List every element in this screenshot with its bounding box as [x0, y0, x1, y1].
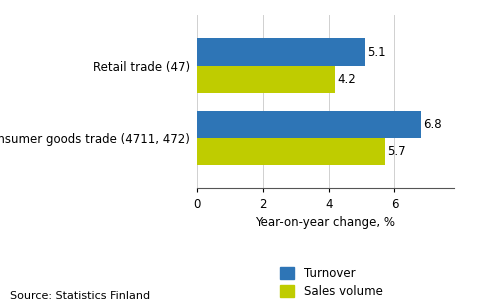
Bar: [197, 111, 421, 138]
Bar: [197, 138, 385, 165]
Bar: [197, 66, 335, 93]
Text: 6.8: 6.8: [423, 118, 442, 131]
Text: 5.1: 5.1: [367, 46, 386, 59]
Legend: Turnover, Sales volume: Turnover, Sales volume: [280, 267, 383, 298]
Text: 5.7: 5.7: [387, 145, 406, 158]
Text: Source: Statistics Finland: Source: Statistics Finland: [10, 291, 150, 301]
X-axis label: Year-on-year change, %: Year-on-year change, %: [255, 216, 395, 229]
Text: 4.2: 4.2: [338, 73, 356, 86]
Bar: [197, 38, 365, 66]
